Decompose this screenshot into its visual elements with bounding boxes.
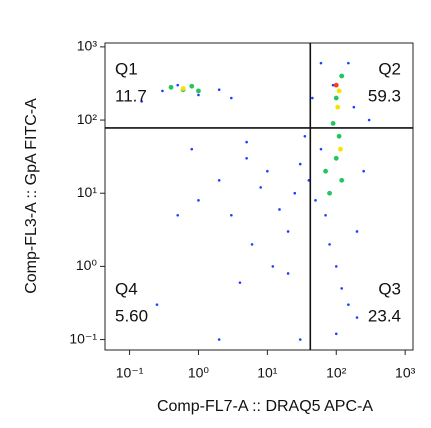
data-point <box>314 199 317 202</box>
data-point <box>333 95 339 101</box>
data-point <box>333 155 339 161</box>
data-point <box>338 146 343 152</box>
data-point <box>311 96 314 100</box>
x-tick-label: 10¹ <box>257 365 278 381</box>
data-point <box>339 73 345 79</box>
data-point <box>362 169 365 173</box>
data-point <box>245 140 248 144</box>
data-point <box>347 61 350 65</box>
data-point <box>259 186 262 189</box>
y-tick-label: 10⁻¹ <box>69 330 97 346</box>
data-point <box>328 243 331 246</box>
data-point <box>286 230 290 233</box>
data-point <box>333 82 339 88</box>
plot-frame <box>104 42 414 351</box>
quadrant-percent: 5.60 <box>115 306 148 325</box>
data-point <box>250 243 254 246</box>
data-point <box>189 83 195 89</box>
x-axis-label: Comp-FL7-A :: DRAQ5 APC-A <box>157 398 373 415</box>
x-tick-label: 10³ <box>395 365 416 381</box>
data-point <box>161 89 164 93</box>
quadrant-percent: 23.4 <box>368 306 401 325</box>
data-point <box>355 230 359 233</box>
y-tick-label: 10¹ <box>77 184 98 200</box>
quadrant-name: Q3 <box>378 279 401 298</box>
quadrant-name: Q1 <box>115 59 138 78</box>
data-point <box>168 84 174 90</box>
quadrant-percent: 59.3 <box>368 86 401 105</box>
data-point <box>307 179 311 182</box>
data-point <box>271 265 275 268</box>
data-point <box>196 88 201 94</box>
x-tick-label: 10⁰ <box>188 365 210 381</box>
data-point <box>217 179 221 182</box>
data-point <box>339 177 345 183</box>
data-point <box>335 104 341 110</box>
x-tick-label: 10⁻¹ <box>116 365 144 381</box>
data-point <box>347 303 350 306</box>
data-point <box>230 213 233 217</box>
data-point <box>334 332 338 336</box>
data-point <box>323 168 328 174</box>
data-point <box>176 213 180 217</box>
data-point <box>140 100 143 103</box>
data-point <box>245 157 248 160</box>
data-point <box>217 338 221 341</box>
data-point <box>336 88 342 94</box>
data-point <box>176 83 180 87</box>
y-tick-label: 10² <box>77 111 98 127</box>
data-point <box>355 316 359 319</box>
data-point <box>298 338 302 341</box>
data-point <box>319 61 323 65</box>
data-point <box>298 162 302 166</box>
data-point <box>197 199 200 202</box>
data-point <box>230 96 233 100</box>
data-point <box>336 133 342 139</box>
data-point <box>334 265 338 268</box>
data-point <box>324 213 327 217</box>
data-point <box>197 93 200 97</box>
data-point <box>286 272 290 275</box>
data-point <box>266 169 269 173</box>
data-point <box>155 303 159 306</box>
data-point <box>217 88 221 91</box>
data-point <box>367 118 371 122</box>
data-point <box>180 86 186 91</box>
data-point <box>331 83 335 87</box>
data-point <box>319 147 323 151</box>
y-tick-label: 10³ <box>77 38 98 54</box>
data-point <box>238 281 242 284</box>
data-point <box>278 208 281 211</box>
data-point <box>303 134 307 138</box>
quadrant-name: Q4 <box>115 279 138 298</box>
quadrant-percent: 11.7 <box>115 86 147 105</box>
data-point <box>352 105 356 109</box>
y-tick-label: 10⁰ <box>76 257 98 273</box>
data-point <box>330 121 336 126</box>
data-point <box>190 147 194 151</box>
data-point <box>293 191 297 195</box>
data-point <box>327 190 332 196</box>
data-point <box>340 287 344 290</box>
y-axis-label: Comp-FL3-A :: GpA FITC-A <box>23 98 40 294</box>
quadrant-name: Q2 <box>378 59 401 78</box>
x-tick-label: 10² <box>326 365 347 381</box>
